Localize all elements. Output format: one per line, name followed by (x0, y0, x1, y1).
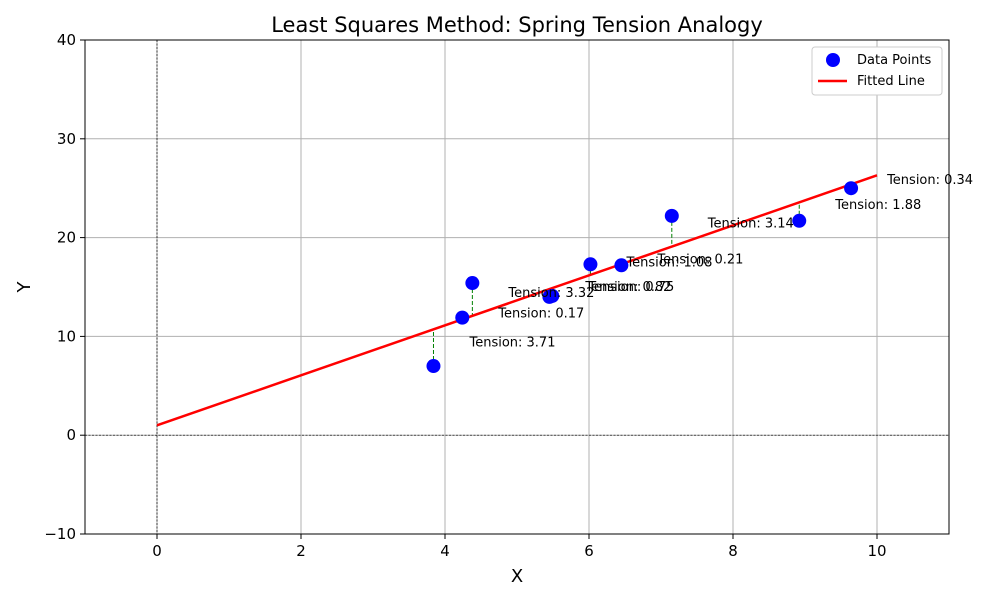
tension-label: Tension: 3.14 (707, 217, 794, 232)
legend-marker-points (826, 53, 840, 67)
data-point (792, 213, 807, 228)
x-tick-label: 2 (296, 542, 306, 560)
tension-label: Tension: 0.75 (587, 280, 674, 295)
y-axis-label: Y (14, 281, 35, 294)
legend-box (811, 46, 943, 96)
legend-label-points: Data Points (857, 53, 931, 68)
tension-label: Tension: 1.08 (625, 255, 712, 270)
legend-label-line: Fitted Line (857, 74, 925, 89)
x-axis-label: X (511, 566, 523, 587)
data-point (426, 359, 441, 374)
y-tick-label: 10 (57, 327, 76, 345)
legend: Data Points Fitted Line (811, 46, 943, 96)
data-points-layer (426, 181, 859, 374)
fitted-line-layer (156, 174, 878, 427)
data-point (455, 310, 470, 325)
y-axis-ticks: −10 0 10 20 30 40 (44, 31, 85, 543)
y-tick-label: 40 (57, 31, 76, 49)
zero-reference-lines (85, 40, 949, 534)
chart-title: Least Squares Method: Spring Tension Ana… (271, 13, 763, 37)
y-tick-label: −10 (44, 525, 76, 543)
tension-label: Tension: 0.17 (497, 307, 584, 322)
data-point (844, 181, 859, 196)
y-tick-label: 30 (57, 130, 76, 148)
x-tick-label: 6 (584, 542, 594, 560)
tension-label: Tension: 3.32 (507, 286, 594, 301)
y-tick-label: 0 (66, 426, 76, 444)
x-axis-ticks: 0 2 4 6 8 10 (152, 534, 887, 560)
fitted-line (156, 174, 878, 427)
plot-frame (84, 39, 950, 535)
data-point (545, 288, 560, 303)
data-point (614, 258, 629, 273)
x-tick-label: 10 (867, 542, 886, 560)
data-point (664, 208, 679, 223)
tension-label: Tension: 0.34 (886, 173, 973, 188)
y-tick-label: 20 (57, 229, 76, 247)
tension-label: Tension: 0.82 (584, 280, 671, 295)
x-tick-label: 0 (152, 542, 162, 560)
x-tick-label: 8 (728, 542, 738, 560)
data-point (465, 276, 480, 291)
tension-label: Tension: 1.88 (834, 198, 921, 213)
data-point (583, 257, 598, 272)
tension-label: Tension: 0.21 (656, 252, 743, 267)
x-tick-label: 4 (440, 542, 450, 560)
tension-label: Tension: 3.71 (468, 335, 555, 350)
